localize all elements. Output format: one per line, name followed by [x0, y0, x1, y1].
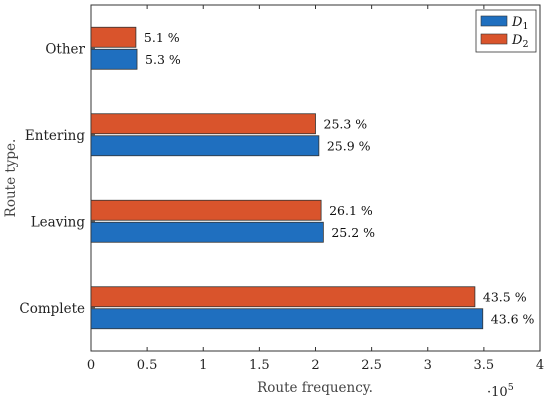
- x-tick-label: 1.5: [249, 358, 270, 373]
- data-label-d1-complete: 43.6 %: [491, 311, 535, 326]
- bar-d1-other: [90, 48, 138, 70]
- x-tick-label: 0: [87, 358, 95, 373]
- data-label-d2-complete: 43.5 %: [483, 289, 527, 304]
- y-tick-label-other: Other: [45, 41, 85, 57]
- legend-swatch-d1: [480, 15, 508, 27]
- bars-layer: [90, 26, 484, 330]
- x-tick-label: 0.5: [137, 358, 158, 373]
- x-axis-exponent: ·105: [487, 382, 514, 400]
- legend: D1 D2: [475, 9, 537, 53]
- x-tick-label: 3: [424, 358, 432, 373]
- y-axis-categories: Complete Leaving Entering Other: [19, 41, 95, 317]
- data-label-d2-leaving: 26.1 %: [329, 203, 373, 218]
- y-tick-label-complete: Complete: [19, 301, 85, 317]
- bar-d2-leaving: [90, 199, 322, 221]
- x-tick-label: 2.5: [361, 358, 382, 373]
- y-tick-label-leaving: Leaving: [31, 214, 86, 230]
- data-label-d2-entering: 25.3 %: [324, 116, 368, 131]
- x-tick-label: 4: [536, 358, 544, 373]
- legend-label-d2: D2: [511, 33, 528, 50]
- data-labels-layer: 43.5 % 43.6 % 26.1 % 25.2 % 25.3 % 25.9 % 5.1 …: [144, 30, 535, 327]
- x-axis-title: Route frequency.: [257, 380, 373, 396]
- y-tick-label-entering: Entering: [25, 128, 85, 144]
- bar-d2-other: [90, 26, 137, 48]
- bar-d2-entering: [90, 113, 316, 135]
- legend-label-d1: D1: [511, 15, 528, 32]
- bar-d1-leaving: [90, 221, 324, 243]
- data-label-d1-entering: 25.9 %: [327, 138, 371, 153]
- y-axis-title: Route type.: [3, 139, 19, 218]
- x-tick-label: 3.5: [474, 358, 495, 373]
- x-axis-ticks: 0 0.5 1 1.5 2 2.5 3 3.5 4: [87, 5, 544, 373]
- bar-d1-entering: [90, 135, 320, 157]
- x-tick-label: 1: [199, 358, 207, 373]
- data-label-d1-leaving: 25.2 %: [331, 225, 375, 240]
- data-label-d1-other: 5.3 %: [145, 52, 181, 67]
- bar-d2-complete: [90, 286, 476, 308]
- data-label-d2-other: 5.1 %: [144, 30, 180, 45]
- bar-d1-complete: [90, 308, 484, 330]
- legend-swatch-d2: [480, 33, 508, 45]
- x-tick-label: 2: [311, 358, 319, 373]
